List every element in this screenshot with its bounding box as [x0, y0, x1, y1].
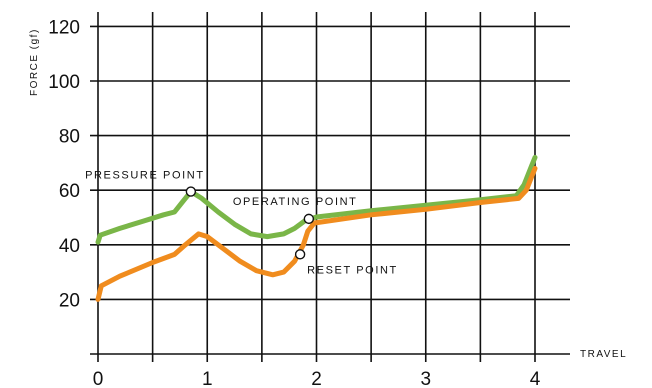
x-tick-label: 1 [202, 369, 213, 388]
annotation-marker [303, 213, 315, 225]
x-tick-label: 2 [311, 369, 322, 388]
y-axis-title: FORCE (gf) [29, 28, 40, 96]
series [95, 154, 538, 302]
annotation-label: OPERATING POINT [233, 196, 358, 208]
x-axis-title: TRAVEL [580, 349, 627, 360]
tick-labels: 20 40 60 80 100 120 0 1 2 3 4 [48, 17, 540, 388]
annotation-marker [294, 249, 306, 260]
x-tick-label: 3 [420, 369, 431, 388]
y-tick-label: 120 [48, 17, 80, 38]
annotation-label: PRESSURE POINT [85, 170, 205, 182]
y-tick-label: 40 [59, 236, 80, 257]
series-line-2 [95, 165, 538, 302]
annotation-marker [185, 186, 197, 197]
y-tick-label: 60 [59, 181, 80, 202]
y-tick-label: 80 [59, 127, 80, 148]
y-tick-label: 20 [59, 290, 80, 311]
grid [90, 12, 570, 362]
y-tick-label: 100 [48, 72, 80, 93]
x-tick-label: 4 [530, 369, 541, 388]
x-tick-label: 0 [93, 369, 104, 388]
annotations: PRESSURE POINT OPERATING POINT RESET POINT [85, 170, 398, 277]
annotation-label: RESET POINT [307, 264, 398, 276]
series-line-1 [95, 154, 538, 245]
